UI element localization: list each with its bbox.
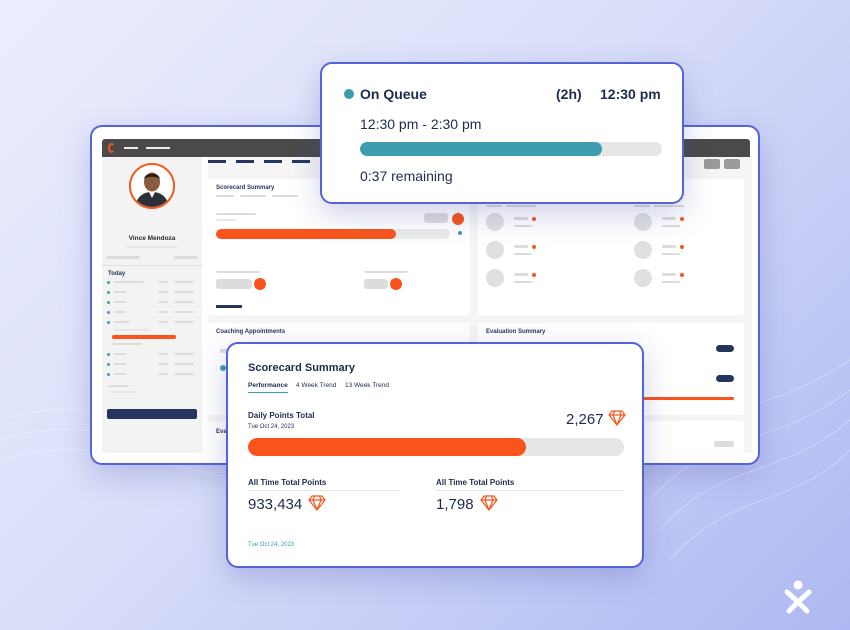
queue-progress-bar [360,142,662,156]
queue-progress-fill [360,142,602,156]
sidebar-action-button[interactable] [107,409,197,419]
today-label: Today [108,271,126,277]
all-time-points-label-2: All Time Total Points [436,478,515,487]
user-name: Vince Mendoza [128,235,176,242]
footer-date: Tue Oct 24, 2023 [248,542,295,548]
diamond-icon [308,495,326,511]
window-control[interactable] [704,159,720,169]
panel-title: Coaching Appointments [216,329,286,335]
on-queue-card: On Queue (2h) 12:30 pm 12:30 pm - 2:30 p… [320,62,684,204]
queue-duration: (2h) [556,86,582,102]
card-title: Scorecard Summary [248,362,355,374]
tab-13-week-trend[interactable]: 13 Week Trend [345,382,389,389]
panel-title: Eval [216,429,229,435]
daily-points-progress-fill [248,438,527,456]
status-indicator-icon [344,89,354,99]
daily-points-value: 2,267 [566,411,604,428]
avatar-person-icon [131,165,173,207]
diamond-icon [480,495,498,511]
tab-4-week-trend[interactable]: 4 Week Trend [296,382,337,389]
profile-sidebar: Vince Mendoza Today [102,157,202,453]
all-time-points-label: All Time Total Points [248,478,327,487]
all-time-points-value-2: 1,798 [436,496,474,513]
scorecard-summary-card: Scorecard Summary Performance 4 Week Tre… [226,342,644,568]
all-time-points-value: 933,434 [248,496,303,513]
tab-performance[interactable]: Performance [248,382,288,393]
app-logo-icon [108,143,115,153]
panel-title: Scorecard Summary [216,185,275,191]
queue-status: On Queue [360,86,427,102]
queue-time: 12:30 pm [600,86,661,102]
daily-points-date: Tue Oct 24, 2023 [248,424,295,430]
diamond-icon [608,410,626,426]
panel-title: Evaluation Summary [486,329,546,335]
queue-remaining: 0:37 remaining [360,168,453,184]
window-control[interactable] [724,159,740,169]
queue-time-range: 12:30 pm - 2:30 pm [360,116,482,132]
brand-logo-icon [784,580,812,614]
daily-points-progress-bar [248,438,624,456]
avatar[interactable] [129,163,175,209]
daily-points-label: Daily Points Total [248,411,315,420]
